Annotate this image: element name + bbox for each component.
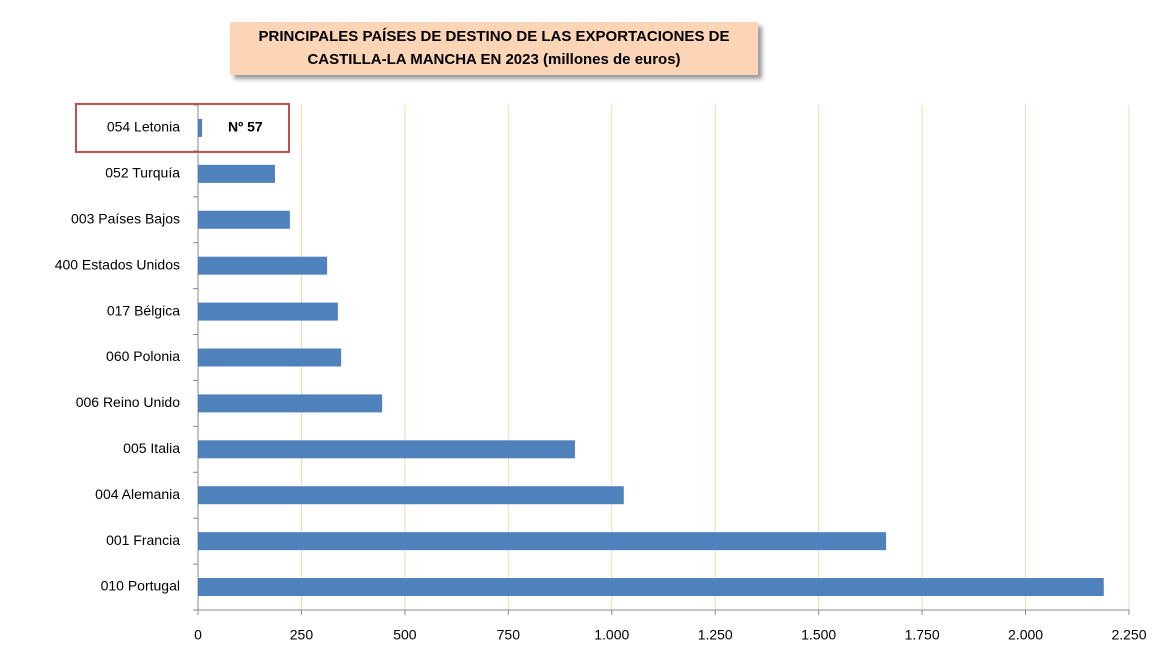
x-tick-label: 1.500 (801, 627, 836, 643)
x-tick-label: 500 (393, 627, 417, 643)
chart-title: CASTILLA-LA MANCHA EN 2023 (millones de … (307, 51, 680, 68)
y-tick-label: 004 Alemania (95, 486, 180, 502)
bar (198, 348, 342, 367)
x-tick-label: 2.250 (1111, 627, 1146, 643)
bar (198, 118, 203, 137)
y-tick-label: 052 Turquía (105, 165, 180, 181)
y-tick-label: 005 Italia (123, 440, 180, 456)
y-tick-label: 010 Portugal (101, 578, 180, 594)
annotation: Nº 57 (228, 119, 263, 135)
y-tick-label: 400 Estados Unidos (55, 256, 180, 272)
x-tick-label: 1.750 (905, 627, 940, 643)
bar (198, 256, 328, 275)
y-tick-label: 017 Bélgica (107, 302, 180, 318)
x-tick-label: 0 (194, 627, 202, 643)
y-tick-label: 054 Letonia (107, 119, 180, 135)
x-tick-label: 250 (290, 627, 314, 643)
bar (198, 394, 383, 413)
x-tick-label: 750 (497, 627, 521, 643)
bar (198, 302, 338, 321)
bar (198, 210, 290, 229)
bar (198, 164, 275, 183)
x-tick-label: 1.000 (594, 627, 629, 643)
bar (198, 578, 1104, 597)
bar (198, 532, 887, 551)
y-tick-label: 006 Reino Unido (76, 394, 181, 410)
y-tick-label: 060 Polonia (106, 348, 180, 364)
chart-title: PRINCIPALES PAÍSES DE DESTINO DE LAS EXP… (259, 28, 730, 45)
y-tick-label: 003 Países Bajos (71, 210, 180, 226)
bar (198, 440, 575, 459)
x-tick-label: 2.000 (1008, 627, 1043, 643)
highlight-box (75, 102, 290, 153)
x-tick-label: 1.250 (698, 627, 733, 643)
y-tick-label: 001 Francia (106, 532, 180, 548)
bar (198, 486, 624, 505)
title-box (230, 22, 758, 75)
